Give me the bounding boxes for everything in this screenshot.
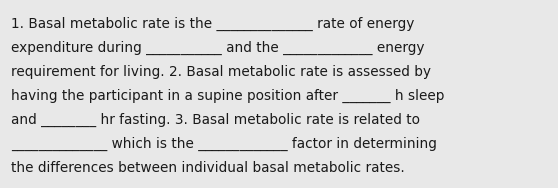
Text: requirement for living. 2. Basal metabolic rate is assessed by: requirement for living. 2. Basal metabol… xyxy=(11,65,431,79)
Text: ______________ which is the _____________ factor in determining: ______________ which is the ____________… xyxy=(11,137,437,151)
Text: expenditure during ___________ and the _____________ energy: expenditure during ___________ and the _… xyxy=(11,41,425,55)
Text: the differences between individual basal metabolic rates.: the differences between individual basal… xyxy=(11,161,405,175)
Text: having the participant in a supine position after _______ h sleep: having the participant in a supine posit… xyxy=(11,89,445,103)
Text: 1. Basal metabolic rate is the ______________ rate of energy: 1. Basal metabolic rate is the _________… xyxy=(11,17,415,31)
Text: and ________ hr fasting. 3. Basal metabolic rate is related to: and ________ hr fasting. 3. Basal metabo… xyxy=(11,113,420,127)
